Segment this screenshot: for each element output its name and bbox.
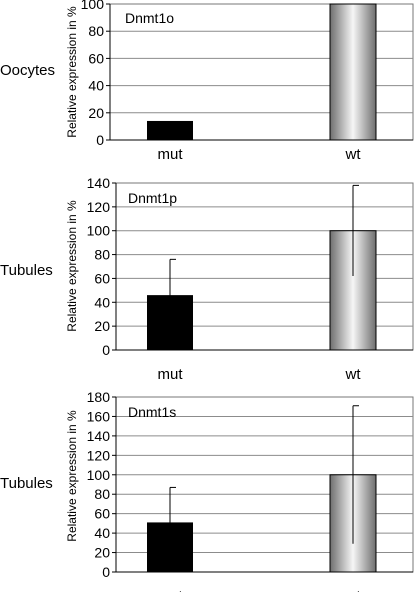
y-tick-label: 100 [81, 0, 105, 12]
y-tick-label: 120 [87, 199, 111, 215]
x-tick-label: mut [157, 366, 183, 383]
y-tick-label: 20 [94, 545, 110, 561]
y-tick-label: 60 [94, 506, 110, 522]
y-tick-label: 40 [94, 525, 110, 541]
y-tick-label: 80 [94, 247, 110, 263]
y-tick-label: 40 [94, 294, 110, 310]
y-tick-label: 60 [88, 50, 104, 66]
y-tick-label: 100 [87, 467, 111, 483]
y-tick-label: 160 [87, 408, 111, 424]
chart-title: Dnmt1s [128, 404, 176, 420]
x-tick-label: wt [345, 366, 362, 383]
y-tick-label: 80 [88, 23, 104, 39]
y-tick-label: 40 [88, 78, 104, 94]
x-tick-label: wt [345, 146, 362, 163]
bar-wt [329, 3, 377, 141]
y-tick-label: 120 [87, 447, 111, 463]
row-label: Oocytes [0, 62, 55, 79]
bar-mut [147, 120, 193, 140]
x-tick-label: mut [157, 588, 183, 592]
row-label: Tubules [0, 475, 53, 492]
y-tick-label: 20 [94, 318, 110, 334]
y-tick-label: 80 [94, 486, 110, 502]
x-tick-label: mut [157, 146, 183, 163]
y-tick-label: 0 [96, 132, 104, 148]
y-tick-label: 20 [88, 105, 104, 121]
panel-dnmt1o: Oocytes Relative expression in % 0 20 40 60… [0, 0, 414, 163]
y-axis-label: Relative expression in % [65, 200, 79, 332]
x-tick-label: wt [345, 588, 362, 592]
row-label: Tubules [0, 262, 53, 279]
y-tick-label: 100 [87, 223, 111, 239]
chart-title: Dnmt1o [125, 10, 174, 26]
chart-title: Dnmt1p [128, 190, 177, 206]
y-tick-label: 180 [87, 389, 111, 405]
y-axis-label: Relative expression in % [65, 6, 79, 138]
y-tick-label: 140 [87, 428, 111, 444]
panel-dnmt1s: Tubules Relative expression in % 0 20 40 60… [0, 389, 414, 592]
y-axis-label: Relative expression in % [65, 410, 79, 542]
y-tick-label: 0 [102, 564, 110, 580]
panel-dnmt1p: Tubules Relative expression in % 0 20 40 60… [0, 175, 414, 383]
y-tick-label: 60 [94, 270, 110, 286]
y-tick-label: 0 [102, 342, 110, 358]
y-tick-label: 140 [87, 175, 111, 191]
